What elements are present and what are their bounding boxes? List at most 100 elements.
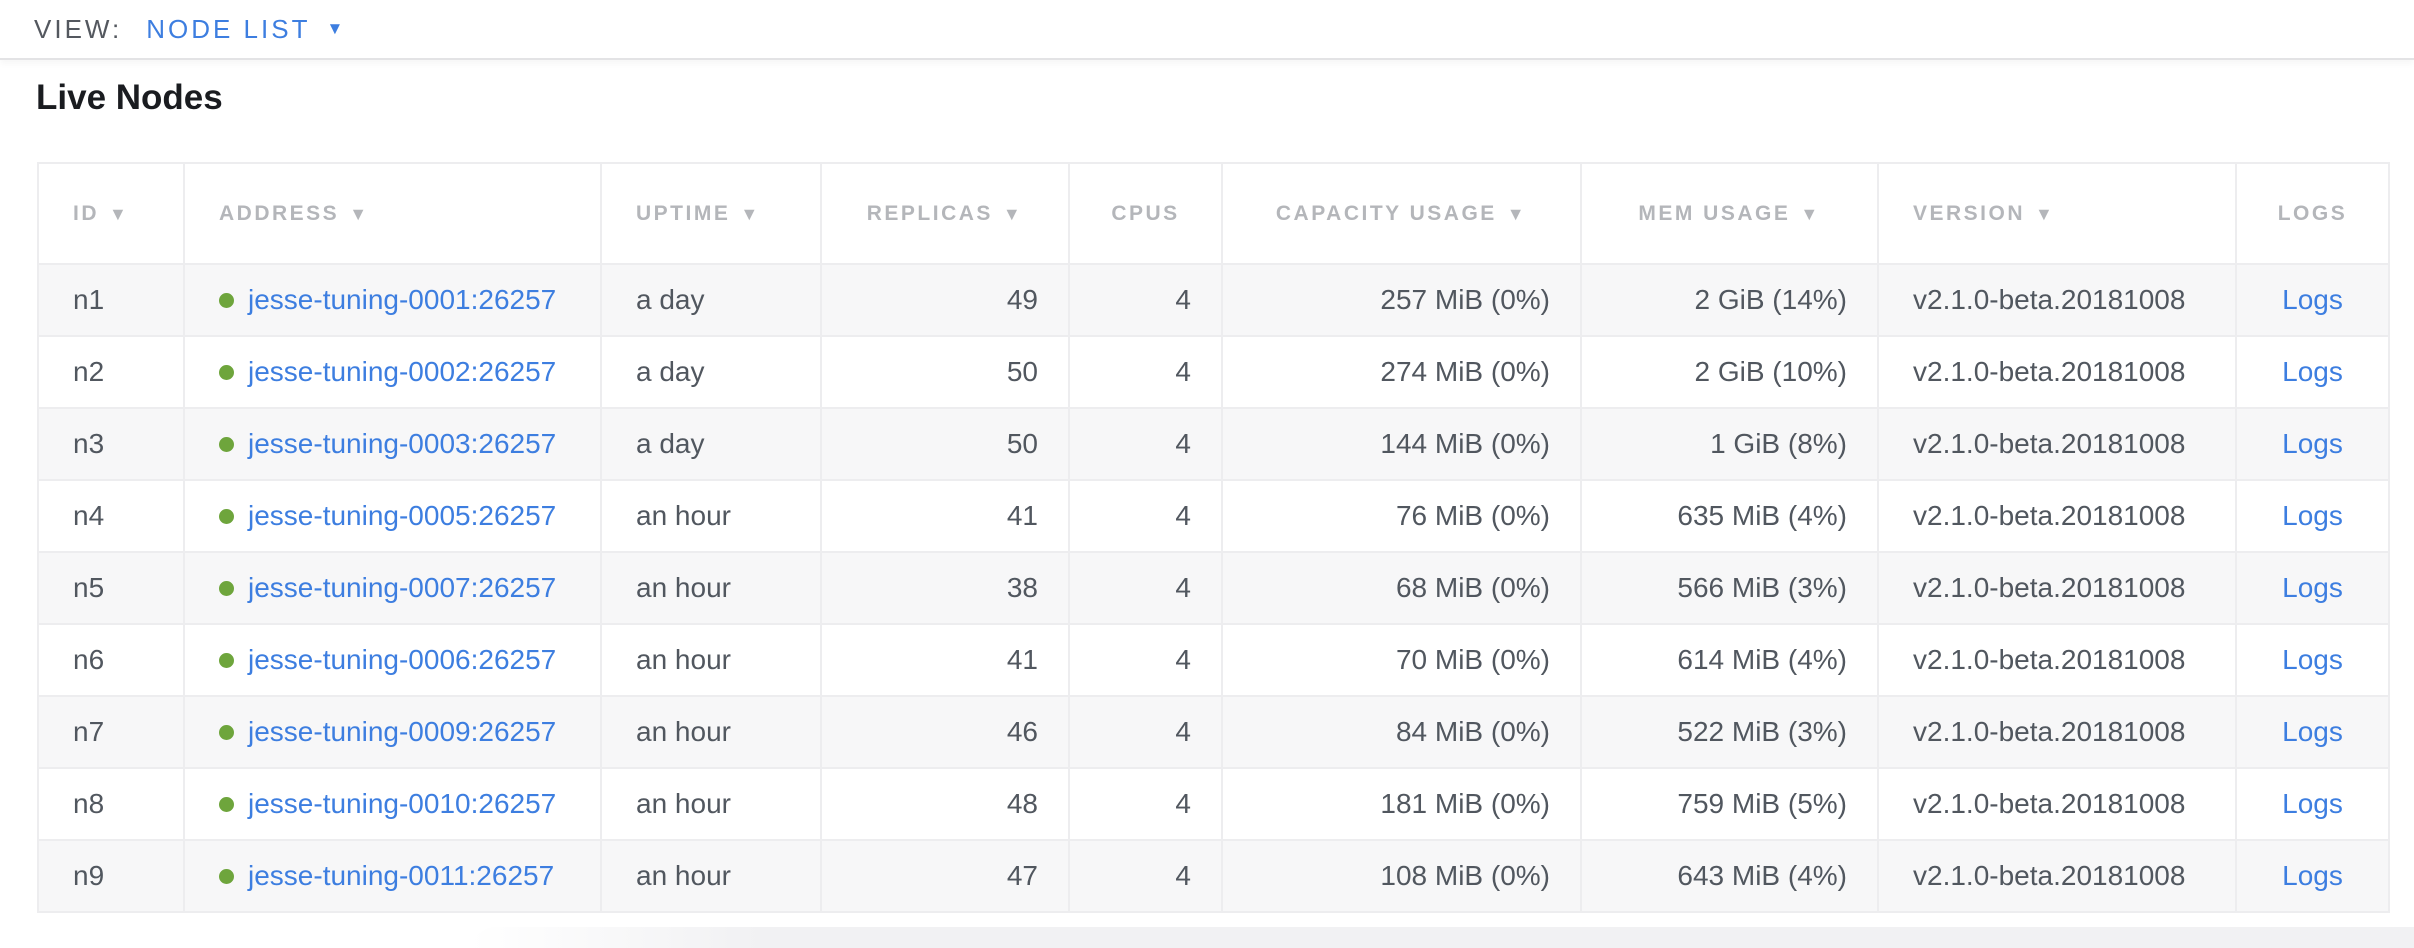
cell-logs: Logs bbox=[2235, 839, 2390, 913]
column-header-id[interactable]: ID ▼ bbox=[37, 162, 185, 265]
sort-desc-icon: ▼ bbox=[1506, 203, 1528, 224]
column-header-logs: LOGS bbox=[2235, 162, 2390, 265]
node-address-link[interactable]: jesse-tuning-0009:26257 bbox=[248, 716, 557, 747]
healthy-status-dot-icon bbox=[219, 581, 234, 596]
cell-mem: 566 MiB (3%) bbox=[1580, 551, 1879, 625]
cell-version: v2.1.0-beta.20181008 bbox=[1877, 479, 2237, 553]
cell-capacity: 84 MiB (0%) bbox=[1221, 695, 1582, 769]
cell-address: jesse-tuning-0009:26257 bbox=[183, 695, 602, 769]
node-address-link[interactable]: jesse-tuning-0005:26257 bbox=[248, 500, 557, 531]
cell-uptime: a day bbox=[600, 407, 822, 481]
node-logs-link[interactable]: Logs bbox=[2282, 644, 2343, 675]
cell-capacity: 144 MiB (0%) bbox=[1221, 407, 1582, 481]
cell-cpus: 4 bbox=[1068, 623, 1223, 697]
cell-address: jesse-tuning-0003:26257 bbox=[183, 407, 602, 481]
node-logs-link[interactable]: Logs bbox=[2282, 860, 2343, 891]
cell-capacity: 70 MiB (0%) bbox=[1221, 623, 1582, 697]
column-header-label: REPLICAS bbox=[866, 201, 993, 225]
column-header-mem[interactable]: MEM USAGE ▼ bbox=[1580, 162, 1879, 265]
column-header-capacity[interactable]: CAPACITY USAGE ▼ bbox=[1221, 162, 1582, 265]
healthy-status-dot-icon bbox=[219, 653, 234, 668]
column-header-label: ID bbox=[73, 201, 99, 225]
cell-capacity: 76 MiB (0%) bbox=[1221, 479, 1582, 553]
column-header-cpus: CPUS bbox=[1068, 162, 1223, 265]
cell-version: v2.1.0-beta.20181008 bbox=[1877, 695, 2237, 769]
cell-uptime: an hour bbox=[600, 695, 822, 769]
cell-mem: 759 MiB (5%) bbox=[1580, 767, 1879, 841]
column-header-label: CAPACITY USAGE bbox=[1275, 201, 1497, 225]
cell-cpus: 4 bbox=[1068, 767, 1223, 841]
sort-desc-icon: ▼ bbox=[1002, 203, 1024, 224]
cell-cpus: 4 bbox=[1068, 407, 1223, 481]
column-header-label: ADDRESS bbox=[219, 201, 340, 225]
cell-logs: Logs bbox=[2235, 623, 2390, 697]
node-address-link[interactable]: jesse-tuning-0011:26257 bbox=[248, 860, 555, 891]
cell-uptime: a day bbox=[600, 335, 822, 409]
node-address-link[interactable]: jesse-tuning-0010:26257 bbox=[248, 788, 557, 819]
cell-version: v2.1.0-beta.20181008 bbox=[1877, 263, 2237, 337]
cell-uptime: an hour bbox=[600, 623, 822, 697]
cell-id: n4 bbox=[37, 479, 185, 553]
view-label: VIEW: bbox=[34, 13, 123, 44]
node-logs-link[interactable]: Logs bbox=[2282, 428, 2343, 459]
view-dropdown[interactable]: NODE LIST ▼ bbox=[146, 14, 346, 45]
cell-uptime: an hour bbox=[600, 839, 822, 913]
node-address-link[interactable]: jesse-tuning-0003:26257 bbox=[248, 428, 557, 459]
table-row: n6 jesse-tuning-0006:26257 an hour 41 4 70 Mi… bbox=[37, 623, 2390, 697]
cell-replicas: 48 bbox=[820, 767, 1070, 841]
cell-id: n3 bbox=[37, 407, 185, 481]
cell-replicas: 46 bbox=[820, 695, 1070, 769]
table-header-row: ID ▼ ADDRESS ▼ UPTIME ▼ REPLICAS ▼ CPUS CAPACITY … bbox=[37, 162, 2390, 265]
cell-uptime: an hour bbox=[600, 767, 822, 841]
column-header-replicas[interactable]: REPLICAS ▼ bbox=[820, 162, 1070, 265]
cell-capacity: 274 MiB (0%) bbox=[1221, 335, 1582, 409]
cell-id: n5 bbox=[37, 551, 185, 625]
cell-mem: 643 MiB (4%) bbox=[1580, 839, 1879, 913]
cell-cpus: 4 bbox=[1068, 479, 1223, 553]
cell-logs: Logs bbox=[2235, 263, 2390, 337]
cell-capacity: 181 MiB (0%) bbox=[1221, 767, 1582, 841]
table-row: n2 jesse-tuning-0002:26257 a day 50 4 274 MiB… bbox=[37, 335, 2390, 409]
cell-version: v2.1.0-beta.20181008 bbox=[1877, 551, 2237, 625]
column-header-label: UPTIME bbox=[636, 201, 731, 225]
cell-uptime: an hour bbox=[600, 551, 822, 625]
cell-cpus: 4 bbox=[1068, 335, 1223, 409]
cell-id: n9 bbox=[37, 839, 185, 913]
node-logs-link[interactable]: Logs bbox=[2282, 284, 2343, 315]
node-address-link[interactable]: jesse-tuning-0006:26257 bbox=[248, 644, 557, 675]
cell-address: jesse-tuning-0001:26257 bbox=[183, 263, 602, 337]
column-header-label: CPUS bbox=[1111, 201, 1180, 225]
cell-address: jesse-tuning-0010:26257 bbox=[183, 767, 602, 841]
table-row: n1 jesse-tuning-0001:26257 a day 49 4 257 MiB… bbox=[37, 263, 2390, 337]
next-panel-edge bbox=[470, 927, 2414, 948]
node-logs-link[interactable]: Logs bbox=[2282, 356, 2343, 387]
table-row: n3 jesse-tuning-0003:26257 a day 50 4 144 MiB… bbox=[37, 407, 2390, 481]
view-selector-bar: VIEW: NODE LIST ▼ bbox=[0, 0, 2414, 60]
cell-capacity: 68 MiB (0%) bbox=[1221, 551, 1582, 625]
column-header-label: LOGS bbox=[2277, 201, 2348, 225]
healthy-status-dot-icon bbox=[219, 365, 234, 380]
node-logs-link[interactable]: Logs bbox=[2282, 572, 2343, 603]
node-logs-link[interactable]: Logs bbox=[2282, 500, 2343, 531]
column-header-version[interactable]: VERSION ▼ bbox=[1877, 162, 2237, 265]
table-row: n9 jesse-tuning-0011:26257 an hour 47 4 108 M… bbox=[37, 839, 2390, 913]
healthy-status-dot-icon bbox=[219, 869, 234, 884]
cell-cpus: 4 bbox=[1068, 263, 1223, 337]
chevron-down-icon: ▼ bbox=[326, 19, 347, 38]
cell-replicas: 41 bbox=[820, 623, 1070, 697]
node-address-link[interactable]: jesse-tuning-0002:26257 bbox=[248, 356, 557, 387]
sort-desc-icon: ▼ bbox=[109, 203, 130, 224]
node-logs-link[interactable]: Logs bbox=[2282, 788, 2343, 819]
cell-id: n2 bbox=[37, 335, 185, 409]
node-address-link[interactable]: jesse-tuning-0007:26257 bbox=[248, 572, 557, 603]
column-header-uptime[interactable]: UPTIME ▼ bbox=[600, 162, 822, 265]
node-logs-link[interactable]: Logs bbox=[2282, 716, 2343, 747]
cell-address: jesse-tuning-0011:26257 bbox=[183, 839, 602, 913]
cell-replicas: 41 bbox=[820, 479, 1070, 553]
cell-version: v2.1.0-beta.20181008 bbox=[1877, 623, 2237, 697]
node-address-link[interactable]: jesse-tuning-0001:26257 bbox=[248, 284, 557, 315]
cell-logs: Logs bbox=[2235, 479, 2390, 553]
column-header-address[interactable]: ADDRESS ▼ bbox=[183, 162, 602, 265]
cell-uptime: an hour bbox=[600, 479, 822, 553]
